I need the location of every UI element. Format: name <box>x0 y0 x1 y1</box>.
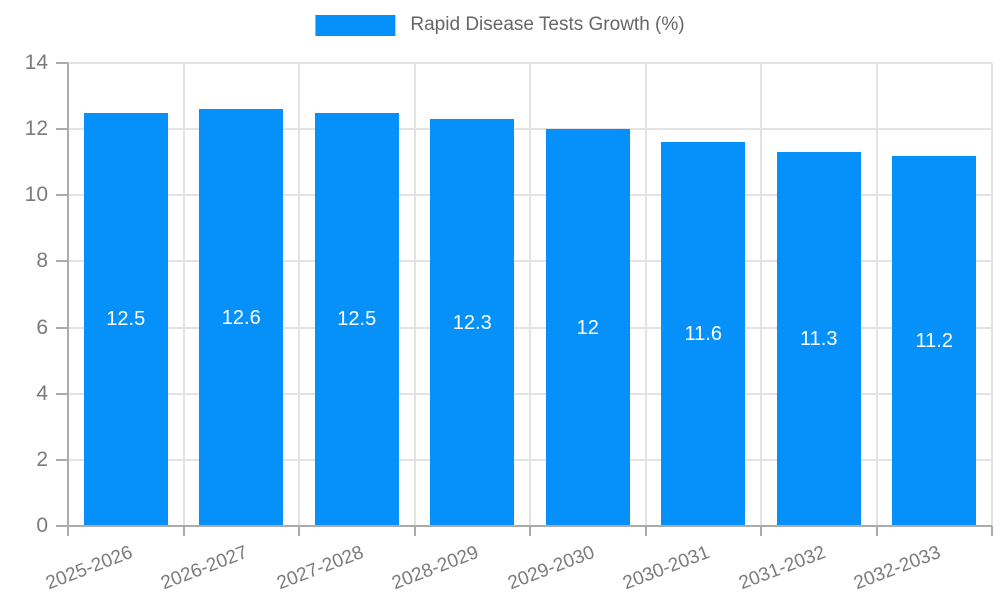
bar[interactable] <box>314 112 399 526</box>
x-gridline <box>298 63 300 526</box>
bar-value-label: 12 <box>576 316 599 339</box>
y-tick <box>56 194 68 197</box>
x-tick-label: 2030-2031 <box>620 542 713 595</box>
bar-value-label: 12.3 <box>452 311 492 334</box>
x-tick <box>991 526 993 536</box>
bar[interactable] <box>430 119 515 526</box>
x-tick <box>644 526 647 536</box>
y-tick <box>56 128 68 131</box>
y-tick-label: 2 <box>36 447 48 471</box>
x-tick-label: 2025-2026 <box>42 542 136 595</box>
y-axis-line <box>67 63 69 526</box>
x-tick-label: 2028-2029 <box>389 542 482 595</box>
bar-value-label: 12.6 <box>221 306 261 329</box>
x-tick-label: 2027-2028 <box>273 542 367 595</box>
y-tick-label: 4 <box>36 381 48 405</box>
y-tick <box>56 525 68 527</box>
x-tick <box>529 526 531 536</box>
y-tick <box>56 326 68 329</box>
bar-value-label: 12.5 <box>337 308 377 331</box>
bar[interactable] <box>661 142 746 526</box>
x-tick <box>67 526 69 536</box>
bar-value-label: 11.2 <box>915 329 953 352</box>
y-tick-label: 8 <box>36 249 48 273</box>
x-tick <box>413 526 416 536</box>
x-tick <box>298 526 300 536</box>
bar[interactable] <box>892 155 977 526</box>
x-tick-label: 2031-2032 <box>735 542 829 595</box>
bar-value-label: 11.3 <box>800 328 838 351</box>
x-tick <box>875 526 878 536</box>
x-gridline <box>991 63 993 526</box>
x-gridline <box>529 63 531 526</box>
x-gridline <box>760 63 762 526</box>
bar[interactable] <box>776 152 861 526</box>
y-tick-label: 12 <box>24 117 48 141</box>
x-tick-label: 2026-2027 <box>158 542 251 595</box>
y-tick-label: 6 <box>36 315 48 339</box>
y-tick <box>56 62 68 64</box>
chart-legend[interactable]: Rapid Disease Tests Growth (%) <box>315 14 685 36</box>
bar-value-label: 12.5 <box>106 308 146 331</box>
y-tick <box>56 392 68 395</box>
y-tick <box>56 260 68 263</box>
y-tick-label: 0 <box>36 514 48 537</box>
x-gridline <box>413 63 416 526</box>
x-gridline <box>644 63 647 526</box>
bar[interactable] <box>83 112 168 526</box>
y-tick-label: 14 <box>24 51 48 74</box>
bar[interactable] <box>545 129 630 526</box>
x-tick <box>760 526 762 536</box>
bar[interactable] <box>199 109 284 526</box>
x-tick-label: 2032-2033 <box>851 542 944 595</box>
x-gridline <box>182 63 185 526</box>
y-tick <box>56 458 68 461</box>
x-axis-line <box>68 525 992 527</box>
bar-value-label: 11.6 <box>684 323 722 346</box>
legend-label: Rapid Disease Tests Growth (%) <box>410 14 685 35</box>
x-tick-label: 2029-2030 <box>504 542 598 595</box>
y-tick-label: 10 <box>24 183 48 207</box>
x-gridline <box>875 63 878 526</box>
legend-swatch <box>315 14 396 36</box>
x-tick <box>182 526 185 536</box>
